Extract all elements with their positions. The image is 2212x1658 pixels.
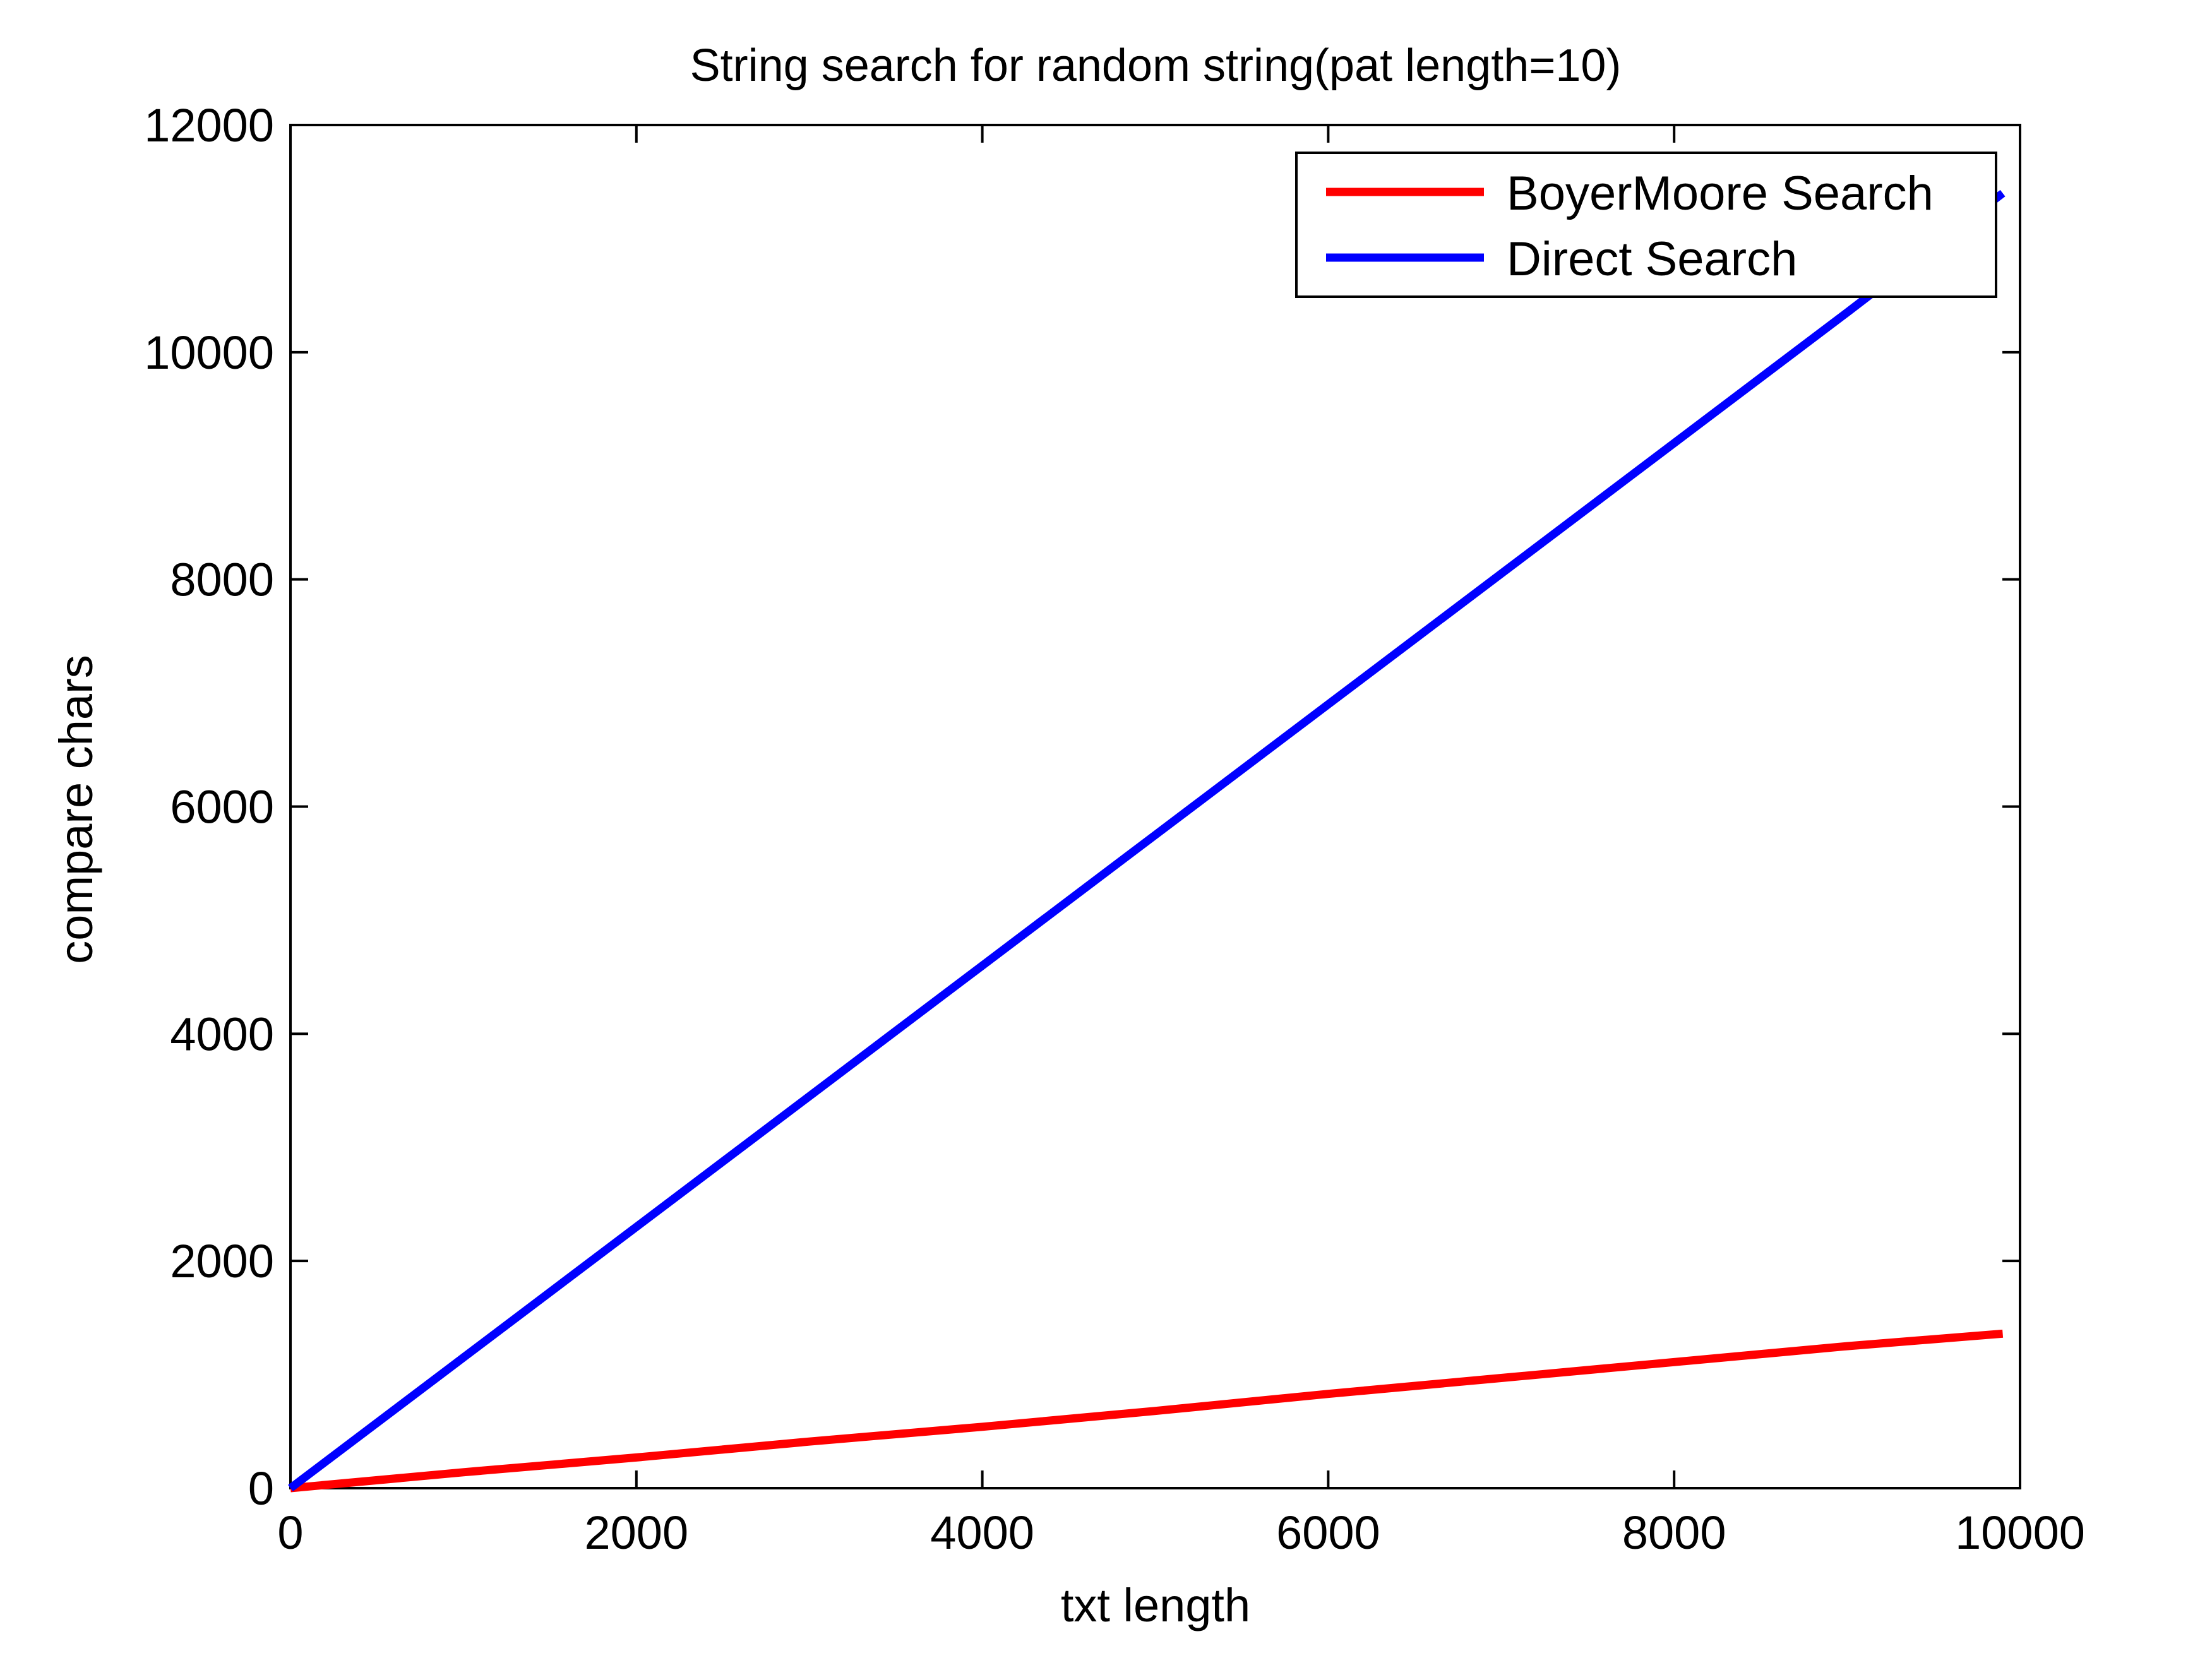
plot-area xyxy=(288,124,2021,1493)
x-tick-label: 6000 xyxy=(1276,1506,1380,1559)
x-tick-label: 2000 xyxy=(584,1506,688,1559)
chart-title: String search for random string(pat leng… xyxy=(690,40,1622,91)
x-tick-label: 4000 xyxy=(930,1506,1034,1559)
y-tick-labels: 0 2000 4000 6000 8000 10000 12000 xyxy=(144,99,274,1515)
legend-label-boyermoore: BoyerMoore Search xyxy=(1507,167,1934,220)
x-tick-label: 0 xyxy=(277,1506,303,1559)
legend-label-direct: Direct Search xyxy=(1507,232,1797,286)
y-tick-label: 6000 xyxy=(170,781,274,833)
x-axis-title: txt length xyxy=(1061,1579,1250,1631)
y-tick-label: 0 xyxy=(248,1462,274,1515)
x-tick-label: 8000 xyxy=(1622,1506,1726,1559)
y-tick-label: 2000 xyxy=(170,1235,274,1287)
y-tick-label: 10000 xyxy=(144,326,274,379)
series-line-direct-search xyxy=(288,189,2006,1492)
series-line-boyermoore-search xyxy=(290,1329,2004,1493)
y-axis-title: compare chars xyxy=(50,655,102,963)
x-tick-labels: 0 2000 4000 6000 8000 10000 xyxy=(277,1506,2084,1559)
series-lines xyxy=(288,189,2006,1493)
y-tick-label: 12000 xyxy=(144,99,274,152)
legend-box xyxy=(1295,152,1997,298)
x-tick-label: 10000 xyxy=(1955,1506,2085,1559)
axis-ticks xyxy=(289,124,2021,1489)
y-tick-label: 4000 xyxy=(170,1008,274,1060)
y-tick-label: 8000 xyxy=(170,554,274,606)
legend: BoyerMoore Search Direct Search xyxy=(1295,152,1997,298)
